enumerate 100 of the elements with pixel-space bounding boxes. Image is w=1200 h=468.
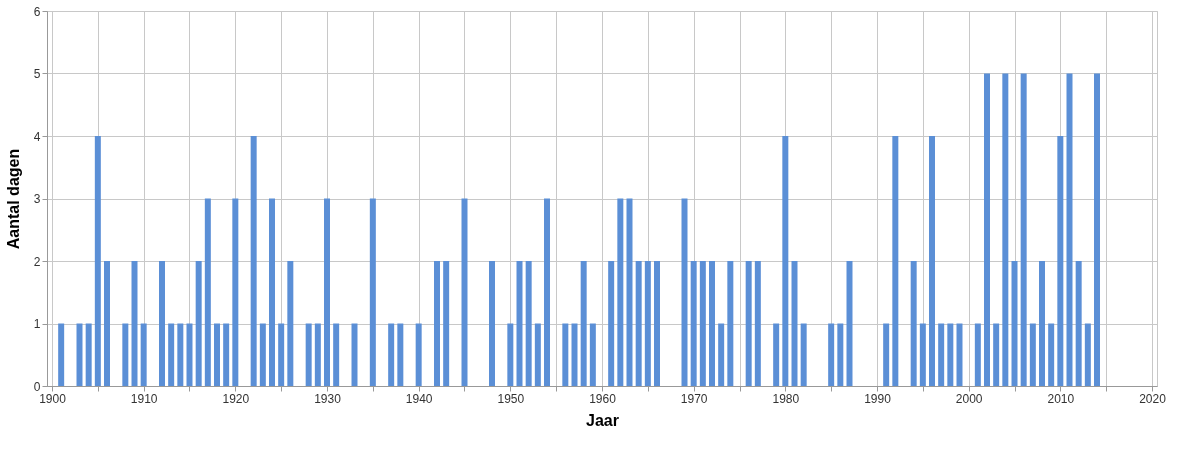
bar <box>727 261 734 386</box>
x-tick-label: 1920 <box>222 391 250 406</box>
x-tick-label: 1960 <box>589 391 617 406</box>
bar <box>919 323 926 386</box>
bar <box>837 323 844 386</box>
bar <box>177 323 184 386</box>
bar <box>910 261 917 386</box>
bar <box>397 323 404 386</box>
bar <box>718 323 725 386</box>
y-tick-label: 6 <box>33 4 41 19</box>
bar <box>516 261 523 386</box>
bar <box>204 198 211 386</box>
bar <box>94 136 101 386</box>
bar <box>232 198 239 386</box>
x-tick-label: 1980 <box>772 391 800 406</box>
bar <box>369 198 376 386</box>
bar <box>122 323 129 386</box>
bar <box>782 136 789 386</box>
bar <box>140 323 147 386</box>
bar <box>754 261 761 386</box>
bar <box>314 323 321 386</box>
bar <box>388 323 395 386</box>
bar <box>1094 73 1100 386</box>
bar <box>76 323 83 386</box>
x-tick-label: 1970 <box>680 391 708 406</box>
y-tick-label: 3 <box>33 192 41 206</box>
bar <box>159 261 165 386</box>
bar <box>214 323 220 386</box>
bar <box>287 261 294 386</box>
bar <box>434 261 440 386</box>
y-tick-label: 2 <box>33 254 41 269</box>
bar <box>1066 73 1073 386</box>
bar <box>929 136 935 386</box>
bar <box>681 198 688 386</box>
bar <box>690 261 697 386</box>
y-tick-label: 4 <box>33 129 41 144</box>
bar <box>443 261 450 386</box>
bar <box>1002 73 1009 386</box>
bar <box>525 261 532 386</box>
bar <box>85 323 92 386</box>
bar <box>305 323 312 386</box>
bar <box>1075 261 1082 386</box>
bar <box>351 323 358 386</box>
bar <box>278 323 285 386</box>
x-tick-label: 2010 <box>1047 391 1075 406</box>
bar <box>846 261 853 386</box>
bar <box>947 323 954 386</box>
bar <box>1020 73 1027 386</box>
x-tick-label: 2020 <box>1139 391 1167 406</box>
bar <box>461 198 468 386</box>
y-tick-label: 1 <box>33 317 41 331</box>
x-tick-label: 1990 <box>864 391 892 406</box>
bar <box>223 323 230 386</box>
bar <box>58 323 65 386</box>
bar <box>580 261 587 386</box>
bar <box>571 323 578 386</box>
x-tick-label: 1930 <box>314 391 342 406</box>
bar <box>892 136 899 386</box>
bar <box>974 323 981 386</box>
bar <box>507 323 514 386</box>
x-tick-label: 1900 <box>39 391 67 406</box>
bar <box>544 198 550 386</box>
bar <box>259 323 266 386</box>
bar <box>168 323 175 386</box>
bar <box>956 323 963 386</box>
bar <box>608 261 615 386</box>
bar <box>250 136 257 386</box>
bar <box>709 261 715 386</box>
bar <box>654 261 660 386</box>
bar <box>800 323 807 386</box>
bar <box>883 323 890 386</box>
bar <box>131 261 138 386</box>
bar <box>489 261 495 386</box>
x-axis-title: Jaar <box>586 411 619 429</box>
bar <box>993 323 1000 386</box>
bar <box>333 323 340 386</box>
y-tick-label: 0 <box>33 379 41 394</box>
bar <box>186 323 193 386</box>
bar <box>773 323 780 386</box>
bar <box>791 261 798 386</box>
x-tick-label: 2000 <box>955 391 983 406</box>
y-tick-label: 5 <box>33 67 41 81</box>
bar <box>589 323 596 386</box>
bar <box>984 73 990 386</box>
bar <box>415 323 422 386</box>
bar <box>1048 323 1055 386</box>
x-tick-label: 1950 <box>497 391 525 406</box>
x-tick-label: 1940 <box>405 391 433 406</box>
bar <box>644 261 651 386</box>
bar <box>1057 136 1064 386</box>
bar <box>745 261 752 386</box>
bar <box>828 323 835 386</box>
bar <box>324 198 330 386</box>
bar <box>626 198 633 386</box>
bar <box>1084 323 1091 386</box>
bar <box>617 198 624 386</box>
bar <box>938 323 945 386</box>
bar <box>1011 261 1018 386</box>
bar <box>562 323 569 386</box>
bar <box>635 261 642 386</box>
